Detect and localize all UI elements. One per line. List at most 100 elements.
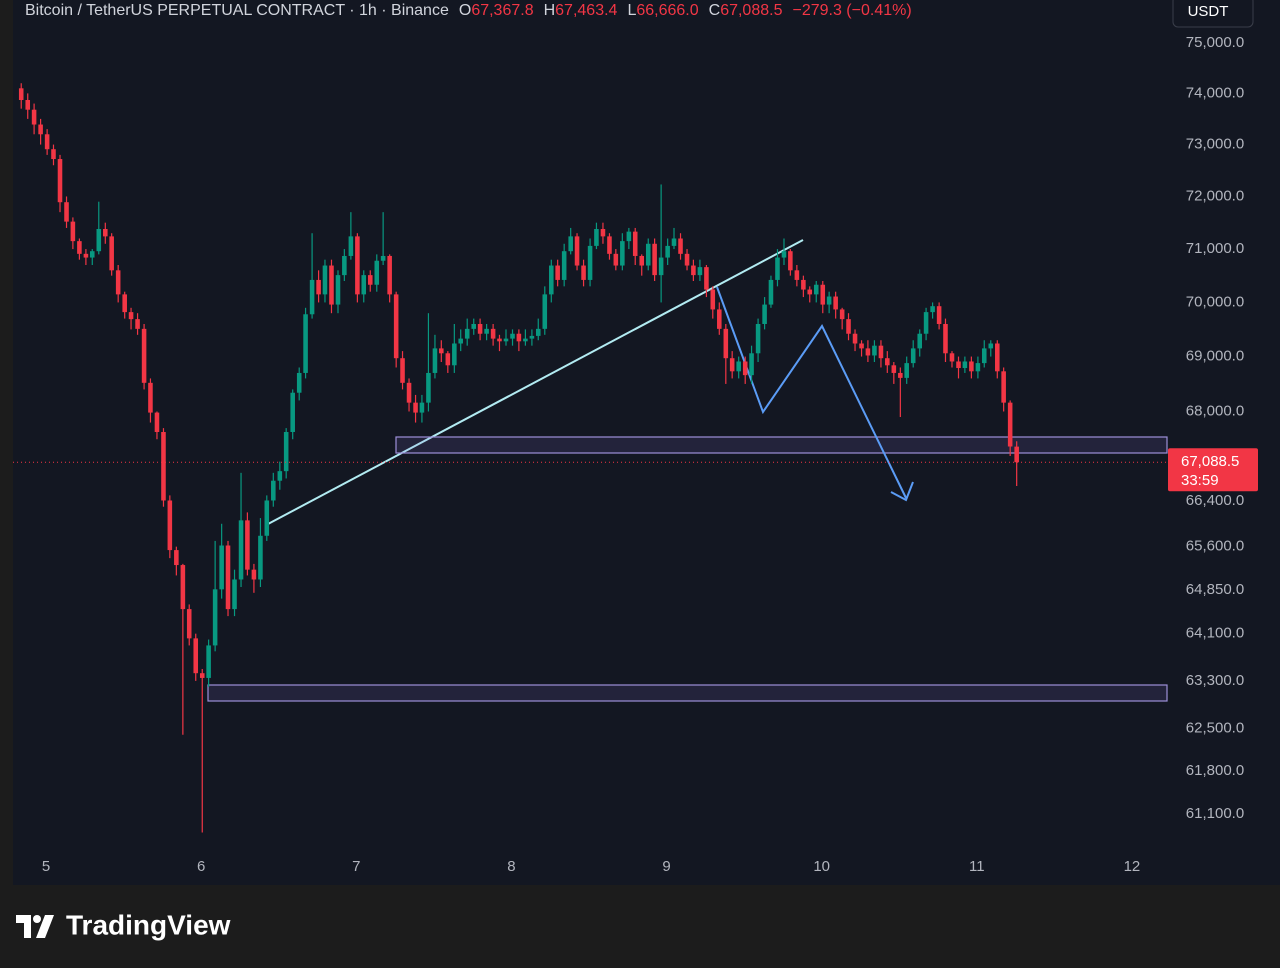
candle-body — [277, 471, 283, 481]
ohlc-key: O — [459, 2, 471, 19]
y-tick-label: 65,600.0 — [1186, 538, 1244, 555]
candle-body — [135, 319, 140, 329]
candle-body — [969, 361, 974, 372]
candle-body — [335, 275, 341, 305]
candle-body — [148, 382, 153, 413]
candle-body — [859, 343, 864, 349]
x-tick-label: 8 — [507, 858, 515, 875]
candle-body — [342, 255, 347, 276]
candle-body — [316, 279, 321, 295]
candle-body — [497, 338, 502, 342]
candle-body — [361, 275, 367, 295]
price-tag — [1168, 448, 1258, 492]
candle-body — [329, 265, 334, 305]
candle-body — [193, 638, 199, 674]
candle-body — [665, 245, 670, 258]
candle-body — [671, 238, 677, 246]
chart-panel — [13, 0, 1280, 885]
candle-body — [154, 412, 160, 433]
currency[interactable]: USDT — [1188, 3, 1229, 20]
candle-body — [348, 236, 354, 256]
candle-body — [846, 319, 851, 334]
candle-body — [930, 306, 935, 313]
candle-body — [936, 306, 942, 324]
path-arrow — [716, 286, 907, 499]
ohlc-value: 67,088.5 — [720, 2, 782, 19]
candle-body — [781, 251, 787, 258]
candle-body — [943, 323, 948, 354]
candle-body — [885, 358, 890, 366]
candle-body — [212, 589, 218, 646]
candle-body — [25, 100, 31, 110]
candle-body — [206, 645, 211, 678]
candle-body — [678, 238, 683, 254]
candle-body — [910, 348, 916, 364]
candle-body — [296, 372, 302, 393]
candle-body — [219, 545, 224, 590]
y-tick-label: 71,000.0 — [1186, 240, 1244, 257]
candle-body — [801, 279, 806, 290]
y-tick-label: 68,000.0 — [1186, 402, 1244, 419]
candle-body — [484, 328, 489, 334]
price-tag-label: 67,088.5 — [1181, 453, 1239, 470]
candle-body — [632, 231, 638, 256]
candle-body — [490, 328, 496, 339]
candle-body — [141, 328, 147, 383]
candle-body — [587, 245, 593, 280]
candle-body — [245, 520, 250, 570]
candle-body — [839, 309, 845, 320]
candle-body — [775, 257, 780, 280]
candle-body — [322, 265, 328, 295]
candle-body — [594, 228, 599, 246]
candle-body — [271, 480, 276, 501]
ohlc-key: H — [544, 2, 556, 19]
candle-body — [367, 275, 373, 285]
candle-body — [820, 284, 826, 305]
candle-body — [807, 289, 813, 295]
logo-shape — [16, 915, 31, 938]
candle-body — [38, 124, 43, 135]
candle-body — [949, 353, 955, 362]
candle-body — [755, 323, 761, 354]
candle-body — [639, 255, 645, 266]
candle-body — [406, 382, 412, 403]
candle-body — [736, 361, 741, 372]
candle-body — [1007, 402, 1013, 447]
candle-body — [581, 265, 586, 280]
candle-body — [387, 255, 392, 295]
candle-body — [186, 609, 192, 639]
drawings — [207, 239, 1168, 702]
candle-body — [995, 343, 1000, 372]
candle-body — [962, 361, 968, 369]
candles — [18, 83, 1019, 833]
candle-body — [878, 345, 884, 359]
candle-body — [658, 257, 664, 276]
candle-body — [251, 569, 257, 580]
candle-body — [167, 500, 173, 551]
candle-body — [516, 333, 522, 342]
zone — [207, 684, 1168, 702]
candle-body — [70, 221, 76, 242]
candle-body — [238, 520, 244, 580]
candle-body — [626, 231, 632, 242]
x-tick-label: 6 — [197, 858, 205, 875]
zone — [395, 436, 1168, 454]
candle-body — [77, 241, 82, 254]
candle-body — [975, 363, 981, 372]
candle-body — [549, 265, 554, 295]
candle-body — [898, 372, 903, 378]
candle-body — [749, 353, 754, 376]
x-tick-label: 5 — [42, 858, 50, 875]
currency-button[interactable] — [1172, 0, 1254, 28]
y-tick-label: 69,000.0 — [1186, 348, 1244, 365]
candle-body — [1001, 371, 1006, 403]
candle-body — [652, 243, 657, 276]
candle-body — [684, 253, 690, 266]
candle-body — [413, 402, 418, 413]
candle-body — [762, 304, 767, 324]
candle-body — [464, 328, 470, 339]
candle-body — [788, 251, 793, 271]
candle-body — [555, 265, 560, 280]
candle-body — [51, 149, 56, 160]
candle-body — [64, 202, 69, 222]
